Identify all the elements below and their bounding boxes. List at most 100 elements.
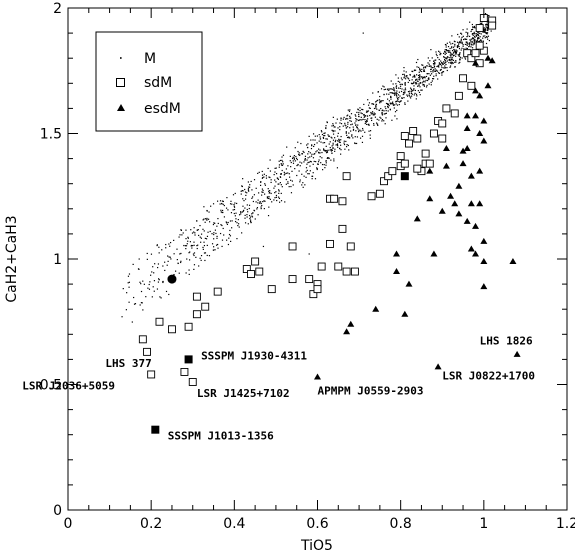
m-dwarf-point: [477, 32, 480, 34]
m-dwarf-point: [317, 161, 320, 163]
m-dwarf-point: [350, 117, 352, 119]
m-dwarf-point: [339, 122, 341, 124]
m-dwarf-point: [361, 119, 363, 121]
x-tick-label: 1.2: [556, 516, 575, 532]
m-dwarf-point: [216, 235, 218, 238]
m-dwarf-point: [312, 163, 314, 165]
m-dwarf-point: [428, 63, 430, 65]
m-dwarf-point: [167, 260, 169, 262]
m-dwarf-point: [173, 239, 175, 241]
m-dwarf-point: [343, 140, 345, 142]
m-dwarf-point: [247, 223, 249, 225]
m-dwarf-point: [232, 194, 235, 196]
m-dwarf-point: [372, 114, 374, 116]
m-dwarf-point: [226, 197, 228, 199]
m-dwarf-point: [313, 160, 315, 163]
m-dwarf-point: [188, 269, 190, 271]
m-dwarf-point: [464, 43, 466, 46]
m-dwarf-point: [438, 62, 441, 64]
m-dwarf-point: [437, 65, 439, 67]
m-dwarf-point: [394, 90, 396, 92]
m-dwarf-point: [166, 264, 168, 266]
m-dwarf-point: [432, 78, 435, 80]
m-dwarf-point: [343, 142, 345, 144]
m-dwarf-point: [324, 134, 326, 137]
m-dwarf-point: [359, 119, 361, 121]
sdm-point: [367, 192, 376, 201]
m-dwarf-point: [474, 38, 476, 41]
m-dwarf-point: [485, 42, 488, 45]
x-tick-label: 0.6: [306, 516, 328, 532]
m-dwarf-point: [479, 32, 481, 34]
m-dwarf-point: [176, 248, 178, 250]
m-dwarf-point: [236, 202, 238, 205]
m-dwarf-point: [327, 149, 329, 151]
m-dwarf-point: [337, 135, 339, 137]
m-dwarf-point: [347, 118, 349, 120]
m-dwarf-point: [191, 247, 193, 249]
esdm-point: [451, 200, 459, 207]
m-dwarf-point: [303, 161, 305, 163]
m-dwarf-point: [449, 41, 451, 43]
m-dwarf-point: [303, 175, 305, 177]
legend-marker-square: [116, 78, 125, 87]
m-dwarf-point: [352, 137, 354, 139]
m-dwarf-point: [446, 67, 448, 69]
m-dwarf-point: [270, 179, 272, 181]
m-dwarf-point: [246, 208, 248, 211]
m-dwarf-point: [240, 193, 242, 195]
annotation-label: LSR J2036+5059: [22, 380, 115, 393]
m-dwarf-point: [169, 245, 171, 247]
m-dwarf-point: [349, 117, 351, 119]
m-dwarf-point: [131, 321, 133, 323]
m-dwarf-point: [170, 258, 172, 260]
m-dwarf-point: [287, 181, 289, 183]
sdm-point: [201, 302, 210, 311]
m-dwarf-point: [393, 93, 395, 95]
m-dwarf-point: [247, 211, 249, 213]
m-dwarf-point: [368, 130, 370, 132]
m-dwarf-point: [444, 58, 446, 61]
m-dwarf-point: [330, 148, 332, 151]
m-dwarf-point: [400, 77, 403, 79]
m-dwarf-point: [372, 103, 374, 105]
m-dwarf-point: [454, 50, 456, 52]
m-dwarf-point: [128, 281, 131, 283]
m-dwarf-point: [389, 92, 391, 94]
m-dwarf-point: [412, 76, 414, 78]
m-dwarf-point: [431, 78, 434, 80]
m-dwarf-point: [261, 174, 264, 176]
m-dwarf-point: [379, 100, 381, 102]
m-dwarf-point: [414, 75, 416, 77]
m-dwarf-point: [425, 75, 428, 78]
sdm-point: [450, 109, 459, 118]
esdm-point: [472, 87, 480, 94]
m-dwarf-point: [413, 69, 416, 72]
m-dwarf-point: [347, 114, 349, 116]
m-dwarf-point: [326, 138, 328, 140]
m-dwarf-point: [268, 206, 270, 208]
m-dwarf-point: [251, 189, 253, 191]
m-dwarf-point: [208, 211, 210, 213]
m-dwarf-point: [456, 50, 458, 52]
m-dwarf-point: [391, 92, 393, 94]
m-dwarf-point: [213, 249, 215, 251]
m-dwarf-point: [200, 241, 202, 243]
m-dwarf-point: [318, 152, 320, 154]
m-dwarf-point: [426, 79, 429, 82]
sdm-point: [338, 197, 347, 206]
m-dwarf-point: [473, 42, 476, 44]
m-dwarf-point: [356, 111, 358, 114]
m-dwarf-point: [404, 84, 406, 86]
m-dwarf-point: [482, 40, 485, 42]
m-dwarf-point: [188, 273, 190, 276]
m-dwarf-point: [404, 82, 406, 84]
m-dwarf-point: [387, 103, 389, 105]
m-dwarf-point: [410, 91, 413, 93]
m-dwarf-point: [351, 123, 353, 125]
m-dwarf-point: [394, 92, 396, 94]
m-dwarf-point: [270, 192, 272, 195]
m-dwarf-point: [127, 275, 130, 277]
m-dwarf-point: [335, 122, 337, 124]
m-dwarf-point: [271, 201, 273, 203]
